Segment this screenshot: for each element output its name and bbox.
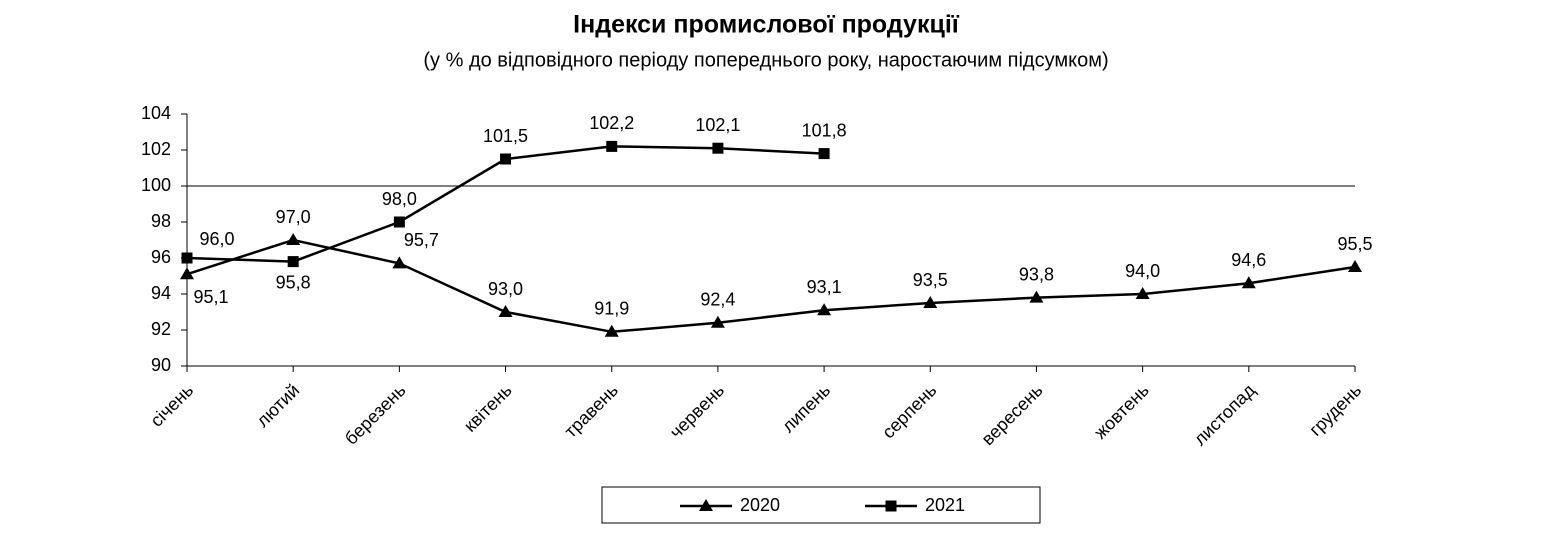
marker <box>392 256 407 269</box>
marker <box>286 233 301 245</box>
x-tick-label: квітень <box>460 380 516 436</box>
marker <box>498 305 513 317</box>
marker <box>710 315 725 328</box>
x-tick-label: лютий <box>252 380 303 431</box>
series-line <box>186 238 1356 334</box>
marker <box>181 252 193 264</box>
x-tick-label: червень <box>666 380 728 442</box>
chart-subtitle: (у % до відповідного періоду попередньог… <box>423 49 1108 71</box>
y-tick-label: 100 <box>141 175 171 195</box>
x-tick-label: листопад <box>1190 380 1260 450</box>
data-label: 94,6 <box>1231 250 1266 270</box>
legend-box <box>601 486 1041 524</box>
data-label: 95,5 <box>1337 234 1372 254</box>
data-label: 95,1 <box>193 287 228 307</box>
y-tick-label: 90 <box>151 355 171 375</box>
y-tick-label: 92 <box>151 319 171 339</box>
legend-label: 2021 <box>925 495 965 515</box>
x-tick-label: березень <box>341 380 410 449</box>
x-tick-label: липень <box>778 380 834 436</box>
marker <box>500 153 512 165</box>
marker <box>604 324 619 337</box>
marker <box>818 148 830 160</box>
legend-label: 2020 <box>740 495 780 515</box>
data-label: 97,0 <box>276 207 311 227</box>
marker <box>699 499 713 511</box>
data-label: 101,5 <box>483 126 528 146</box>
x-tick-label: травень <box>560 380 621 441</box>
data-label: 98,0 <box>382 189 417 209</box>
y-tick-label: 104 <box>141 103 171 123</box>
data-label: 102,2 <box>589 113 634 133</box>
marker <box>885 500 897 512</box>
marker <box>393 216 405 228</box>
data-label: 93,5 <box>913 270 948 290</box>
y-tick-label: 96 <box>151 247 171 267</box>
marker <box>287 256 299 268</box>
data-label: 95,8 <box>276 272 311 292</box>
data-label: 95,7 <box>404 230 439 250</box>
data-label: 102,1 <box>695 115 740 135</box>
y-tick-label: 98 <box>151 211 171 231</box>
data-label: 92,4 <box>700 290 735 310</box>
marker <box>817 303 832 316</box>
data-label: 93,1 <box>807 277 842 297</box>
chart-title: Індекси промислової продукції <box>573 11 960 39</box>
x-tick-label: січень <box>146 380 197 431</box>
y-tick-label: 102 <box>141 139 171 159</box>
data-label: 101,8 <box>802 120 847 140</box>
marker <box>712 142 724 154</box>
data-label: 96,0 <box>199 229 234 249</box>
data-label: 93,8 <box>1019 264 1054 284</box>
data-label: 91,9 <box>594 299 629 319</box>
data-label: 94,0 <box>1125 261 1160 281</box>
y-tick-label: 94 <box>151 283 171 303</box>
marker <box>1348 260 1362 272</box>
marker <box>606 140 618 152</box>
data-label: 93,0 <box>488 279 523 299</box>
marker <box>923 296 938 308</box>
marker <box>1241 276 1256 289</box>
marker <box>1135 287 1150 299</box>
x-tick-label: жовтень <box>1090 380 1153 443</box>
x-tick-label: вересень <box>978 380 1047 449</box>
x-tick-label: серпень <box>878 380 940 442</box>
marker <box>1029 290 1044 303</box>
x-tick-label: грудень <box>1305 380 1365 440</box>
marker <box>180 267 194 280</box>
